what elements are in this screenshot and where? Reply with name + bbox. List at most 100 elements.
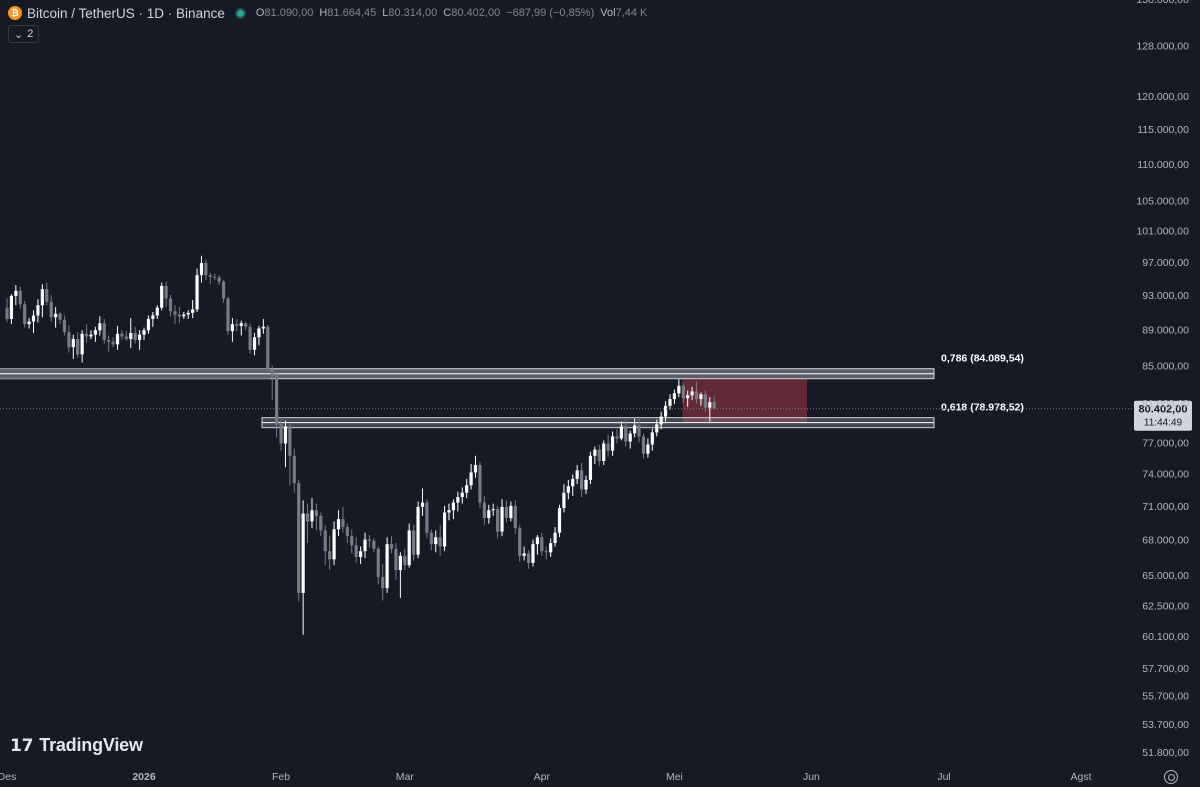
candle-body <box>482 502 486 519</box>
low-value: 80.314,00 <box>388 7 438 19</box>
candle-body <box>195 275 199 310</box>
candle-body <box>712 402 716 409</box>
candle-body <box>456 497 460 503</box>
candle-body <box>235 324 239 326</box>
candle-body <box>359 551 363 557</box>
candle-body <box>297 483 301 594</box>
time-tick-label: Mar <box>396 771 415 783</box>
candle-body <box>226 298 230 332</box>
indicators-toggle-button[interactable]: ⌄ 2 <box>8 25 40 43</box>
candle-body <box>31 315 36 322</box>
candle-body <box>624 426 628 442</box>
candle-body <box>314 510 318 516</box>
close-value: 80.402,00 <box>451 7 501 19</box>
candle-body <box>663 405 668 417</box>
symbol-title[interactable]: Bitcoin / TetherUS · 1D · Binance <box>27 5 225 21</box>
fib-label: 0,786 (84.089,54) <box>941 353 1024 365</box>
candle-body <box>305 513 310 522</box>
candle-body <box>504 506 509 519</box>
candle-body <box>14 290 18 296</box>
candle-body <box>628 433 632 442</box>
candle-body <box>650 432 654 445</box>
candle-body <box>345 527 349 537</box>
gear-icon[interactable] <box>1164 770 1178 784</box>
price-tick-label: 81.000,00 <box>1142 398 1189 410</box>
candle-body <box>168 298 173 312</box>
time-tick-label: Jul <box>937 771 950 783</box>
candle-body <box>177 314 181 317</box>
resistance-zone <box>682 378 808 423</box>
candle-body <box>146 318 151 331</box>
zone-rect <box>682 378 808 423</box>
candle-body <box>398 555 402 571</box>
candle-body <box>407 530 411 566</box>
candle-body <box>270 368 274 376</box>
candle-body <box>566 486 570 493</box>
candle-body <box>76 339 80 355</box>
fib-label: 0,618 (78.978,52) <box>941 402 1024 414</box>
candle-body <box>473 465 478 473</box>
candle-body <box>204 262 208 276</box>
candle-body <box>420 502 425 507</box>
candle-body <box>425 502 429 533</box>
high-label: H <box>319 7 328 19</box>
candle-body <box>319 515 323 531</box>
candle-body <box>668 399 672 406</box>
price-tick-label: 71.000,00 <box>1142 501 1189 513</box>
candle-body <box>641 436 646 454</box>
candle-body <box>496 509 500 532</box>
candle-body <box>323 530 327 552</box>
candle-body <box>292 455 296 484</box>
candle-body <box>261 326 265 329</box>
candle-body <box>367 539 372 541</box>
candle-body <box>606 443 610 451</box>
price-tick-label: 65.000,00 <box>1142 570 1189 582</box>
candle-body <box>336 519 341 530</box>
price-tick-label: 97.000,00 <box>1142 257 1189 269</box>
tradingview-logo[interactable]: 17 TradingView <box>10 735 143 756</box>
candle-body <box>434 537 438 545</box>
candle-body <box>389 544 394 549</box>
candle-body <box>487 510 491 519</box>
candle-body <box>151 315 155 319</box>
candle-body <box>385 544 389 589</box>
candle-body <box>217 277 221 282</box>
candle-body <box>124 336 128 340</box>
price-axis[interactable]: 130.000,00 128.000,00 120.000,00 115.000,00… <box>1136 0 1189 759</box>
candle-body <box>301 513 305 594</box>
candle-body <box>544 551 548 553</box>
volume-value: 7,44 K <box>615 7 648 19</box>
candle-body <box>288 426 292 456</box>
candle-body <box>199 262 204 276</box>
candle-body <box>412 530 416 555</box>
price-tick-label: 128.000,00 <box>1136 41 1189 53</box>
candle-body <box>49 301 53 318</box>
candle-body <box>54 313 58 318</box>
price-tick-label: 77.000,00 <box>1142 437 1189 449</box>
candle-body <box>98 323 102 331</box>
candle-body <box>45 289 49 302</box>
candle-body <box>478 465 482 503</box>
candle-body <box>615 436 619 439</box>
candle-body <box>465 485 469 493</box>
candle-body <box>575 470 579 479</box>
time-axis[interactable]: Des 2026 Feb Mar Apr Mei Jun Jul Agst <box>0 771 1092 783</box>
candle-body <box>173 311 177 315</box>
candle-body <box>619 426 623 439</box>
candle-body <box>71 339 75 348</box>
candle-body <box>182 314 186 317</box>
candle-body <box>248 326 252 350</box>
price-tick-label: 120.000,00 <box>1136 91 1189 103</box>
candle-body <box>142 330 146 335</box>
candle-body <box>354 545 358 557</box>
symbol-legend[interactable]: ₿ Bitcoin / TetherUS · 1D · Binance O81.… <box>8 4 647 22</box>
price-tick-label: 110.000,00 <box>1137 159 1189 171</box>
candle-body <box>549 543 553 553</box>
time-tick-label: Feb <box>272 771 290 783</box>
time-tick-label: 2026 <box>132 771 156 783</box>
candle-body <box>376 548 380 578</box>
price-tick-label: 60.100,00 <box>1142 631 1189 643</box>
candle-body <box>637 425 641 437</box>
candle-body <box>372 540 376 549</box>
